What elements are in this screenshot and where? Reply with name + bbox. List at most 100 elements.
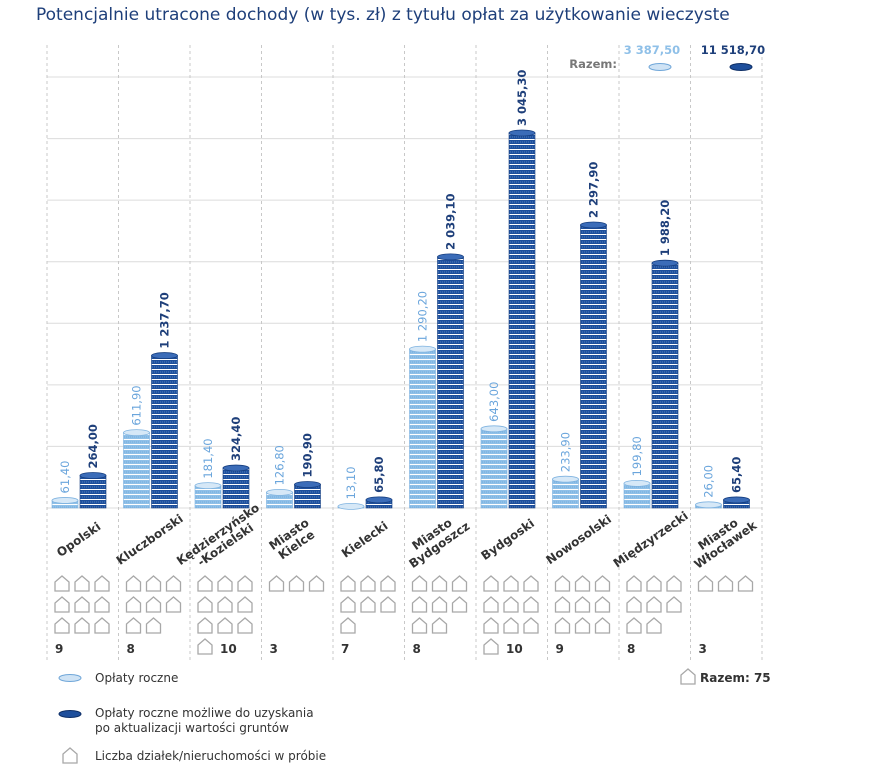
house-icon bbox=[574, 617, 591, 634]
house-icon bbox=[145, 575, 162, 592]
house-icon bbox=[197, 596, 213, 613]
house-icon bbox=[380, 575, 396, 592]
house-icon bbox=[308, 575, 325, 592]
value-label: 2 039,10 bbox=[444, 194, 458, 250]
coin-top bbox=[623, 479, 651, 487]
house-icon bbox=[340, 617, 356, 634]
house-icon bbox=[165, 596, 182, 613]
legend-swatch bbox=[58, 674, 82, 682]
coin-stack bbox=[79, 475, 107, 509]
coin-top bbox=[580, 221, 607, 229]
value-label: 643,00 bbox=[487, 382, 501, 422]
house-icon bbox=[523, 617, 539, 634]
house-icon bbox=[451, 575, 468, 592]
coin-stack bbox=[437, 256, 464, 509]
parcel-count: 8 bbox=[627, 642, 635, 656]
value-label: 65,80 bbox=[372, 457, 386, 493]
value-label: 611,90 bbox=[130, 385, 144, 425]
coin-stack bbox=[222, 467, 250, 509]
totals-label: Razem: bbox=[569, 57, 617, 71]
coin-top bbox=[695, 501, 722, 509]
coin-top bbox=[151, 352, 178, 359]
value-label: 3 045,30 bbox=[515, 70, 529, 126]
house-icon bbox=[360, 575, 376, 592]
legend-label: Opłaty roczne bbox=[95, 671, 179, 685]
house-icon bbox=[554, 617, 571, 634]
legend-label: Opłaty roczne możliwe do uzyskania po ak… bbox=[95, 706, 314, 735]
value-label: 324,40 bbox=[229, 417, 243, 461]
house-icon bbox=[217, 617, 233, 634]
coin-top bbox=[365, 496, 393, 504]
value-label: 1 290,20 bbox=[416, 291, 430, 342]
parcel-count: 3 bbox=[699, 642, 707, 656]
house-icon bbox=[74, 575, 90, 592]
parcels-total: Razem: 75 bbox=[700, 671, 771, 685]
house-icon bbox=[288, 575, 305, 592]
house-icon bbox=[197, 575, 213, 592]
house-icon bbox=[431, 617, 448, 634]
house-icon bbox=[666, 575, 682, 592]
coin-stack bbox=[623, 483, 651, 509]
house-icon bbox=[197, 638, 213, 655]
house-icon bbox=[737, 575, 754, 592]
coin-top bbox=[409, 345, 436, 353]
value-label: 181,40 bbox=[201, 438, 215, 478]
house-icon bbox=[411, 596, 428, 613]
house-icon bbox=[237, 596, 253, 613]
house-icon bbox=[94, 596, 110, 613]
house-icon bbox=[431, 596, 448, 613]
house-icon bbox=[74, 617, 90, 634]
house-icon bbox=[717, 575, 734, 592]
house-icon bbox=[646, 596, 662, 613]
parcel-count: 8 bbox=[413, 642, 421, 656]
coin-top bbox=[266, 488, 293, 496]
coin-stack bbox=[294, 484, 321, 509]
house-icon bbox=[666, 596, 682, 613]
coin-stack bbox=[123, 432, 150, 509]
house-icon bbox=[523, 575, 539, 592]
house-icon bbox=[431, 575, 448, 592]
house-icon bbox=[483, 596, 499, 613]
house-icon bbox=[62, 747, 78, 764]
coin-top bbox=[79, 472, 107, 479]
parcel-count: 3 bbox=[270, 642, 278, 656]
chart-title: Potencjalnie utracone dochody (w tys. zł… bbox=[36, 5, 730, 25]
house-icon bbox=[503, 575, 519, 592]
coin-top bbox=[337, 502, 365, 510]
value-label: 65,40 bbox=[730, 457, 744, 493]
house-icon bbox=[503, 617, 519, 634]
parcel-count: 8 bbox=[127, 642, 135, 656]
house-icon bbox=[94, 617, 110, 634]
total-value: 3 387,50 bbox=[624, 43, 680, 57]
house-icon bbox=[594, 617, 611, 634]
parcel-count: 10 bbox=[220, 642, 237, 656]
house-icon bbox=[165, 575, 182, 592]
house-icon bbox=[237, 575, 253, 592]
coin-top bbox=[222, 464, 250, 472]
value-label: 1 237,70 bbox=[158, 292, 172, 348]
total-value: 11 518,70 bbox=[701, 43, 765, 57]
house-icon bbox=[554, 575, 571, 592]
legend-swatch bbox=[58, 710, 82, 718]
house-icon bbox=[54, 617, 70, 634]
parcel-count: 9 bbox=[55, 642, 63, 656]
legend-label: Liczba działek/nieruchomości w próbie bbox=[95, 749, 327, 763]
coin-top bbox=[723, 496, 750, 504]
coin-stack bbox=[552, 478, 579, 509]
coin-top bbox=[437, 253, 464, 261]
house-icon bbox=[54, 575, 70, 592]
coin-top bbox=[294, 481, 321, 488]
house-icon bbox=[554, 596, 571, 613]
total-coin bbox=[729, 63, 753, 71]
house-icon bbox=[411, 617, 428, 634]
coin-top bbox=[123, 429, 150, 437]
house-icon bbox=[237, 617, 253, 634]
house-icon bbox=[626, 617, 642, 634]
coin-top bbox=[194, 482, 222, 490]
house-icon bbox=[268, 575, 285, 592]
house-icon bbox=[360, 596, 376, 613]
coin-top bbox=[508, 129, 536, 137]
house-icon bbox=[483, 575, 499, 592]
coin-stack bbox=[508, 132, 536, 509]
